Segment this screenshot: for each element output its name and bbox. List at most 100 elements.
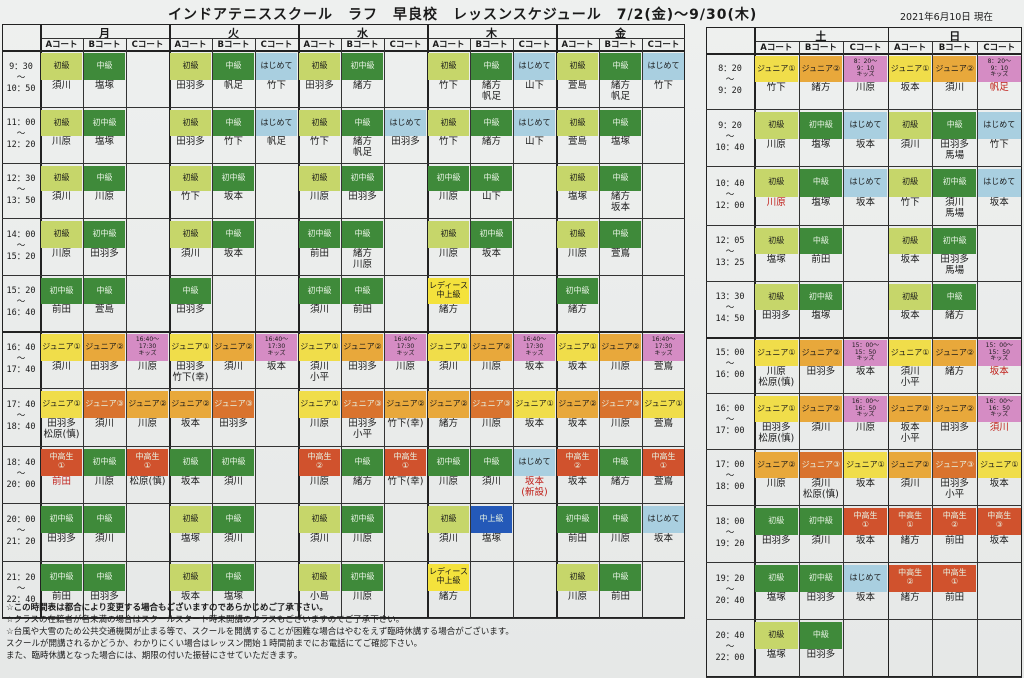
coach-name: 竹下: [266, 79, 286, 91]
weekday-lesson-slot: 初級 竹下: [428, 110, 469, 160]
weekday-lesson-slot: 初中級 川原: [428, 166, 469, 215]
weekend-divider: [706, 449, 1022, 450]
weekday-lesson-slot: 初級 須川: [428, 506, 469, 558]
weekend-time-cell: 12：05 〜 13：25: [706, 236, 754, 269]
coach-name: 竹下: [309, 136, 329, 147]
coach-name: 竹下(幸): [387, 418, 424, 430]
weekday-divider: [298, 24, 300, 618]
weekend-divider: [706, 619, 1022, 620]
coach-name: 須川: [481, 475, 501, 487]
class-level-label: 中高生 ②: [888, 565, 932, 592]
weekday-lesson-slot: ジュニア② 田羽多: [342, 334, 383, 385]
class-level-label: 初級: [755, 508, 798, 535]
weekday-lesson-slot: ジュニア② 須川: [213, 334, 254, 385]
weekday-lesson-slot: 初中級 緒方: [557, 278, 598, 328]
coach-name: 田羽多: [219, 418, 248, 430]
coach-name: 緒方: [900, 591, 920, 603]
weekday-court-header: Cコート: [518, 40, 551, 50]
class-level-label: ジュニア②: [600, 334, 641, 361]
weekday-time-start: 12：30: [6, 173, 36, 184]
weekend-time-start: 16：00: [715, 404, 745, 414]
coach-name: 川原: [395, 360, 415, 372]
weekend-day-header: 日: [949, 30, 961, 43]
weekend-time-separator: 〜: [725, 359, 735, 369]
class-level-label: 初級: [299, 564, 340, 591]
weekend-time-cell: 19：20 〜 20：40: [706, 574, 754, 607]
weekend-lesson-slot: ジュニア③ 田羽多 小平: [933, 452, 976, 502]
coach-name: 萱島: [567, 136, 587, 147]
weekday-divider: [169, 24, 171, 618]
weekday-lesson-slot: レディース 中上級 緒方: [428, 564, 469, 615]
weekday-lesson-slot: 初中級 緒方: [342, 53, 383, 104]
class-level-label: ジュニア②: [933, 396, 976, 422]
weekend-divider: [932, 41, 934, 677]
coach-name: 須川: [989, 422, 1009, 433]
weekday-lesson-slot: ジュニア② 田羽多: [84, 334, 125, 385]
coach-name: 坂本: [180, 475, 200, 487]
weekday-table-frame: [2, 24, 685, 618]
coach-name: 緒方: [438, 590, 458, 602]
class-level-label: 初中級: [41, 564, 82, 591]
coach-name: 川原: [481, 418, 501, 430]
class-level-label: 15：00〜 15：50 キッズ: [978, 340, 1021, 366]
coach-name: 緒方: [481, 136, 501, 147]
class-level-label: 初級: [755, 228, 798, 254]
weekday-time-separator: 〜: [16, 411, 26, 421]
weekday-lesson-slot: 中級 帆足: [213, 53, 254, 104]
weekday-divider: [2, 50, 685, 52]
class-level-label: 初級: [755, 169, 798, 197]
coach-name: 須川: [180, 247, 200, 259]
weekend-time-start: 12：05: [715, 236, 745, 246]
coach-name: 田羽多 竹下(幸): [172, 360, 209, 383]
weekend-lesson-slot: 中高生 ① 坂本: [844, 508, 887, 559]
weekday-lesson-slot: 中級 緒方 坂本: [600, 166, 641, 215]
weekday-lesson-slot: 中級 緒方: [600, 449, 641, 500]
weekday-lesson-slot: 初級 坂本: [170, 449, 211, 500]
weekday-lesson-slot: 初中級 前田: [557, 506, 598, 558]
weekday-lesson-slot: 中高生 ① 松原(慎): [127, 449, 168, 500]
class-level-label: 中級: [600, 221, 641, 248]
class-level-label: 初中級: [342, 564, 383, 591]
weekday-divider: [2, 163, 685, 164]
weekend-time-end: 18：00: [715, 482, 745, 492]
weekday-divider: [384, 38, 385, 618]
class-level-label: 初中級: [933, 228, 976, 254]
coach-name: 川原: [567, 247, 587, 259]
weekend-lesson-slot: 中級 田羽多: [799, 622, 843, 674]
weekday-time-separator: 〜: [16, 297, 26, 307]
class-level-label: 初級: [755, 112, 798, 139]
coach-name: 山下: [524, 79, 544, 91]
weekday-court-header: Aコート: [303, 40, 336, 50]
coach-name: 前田: [51, 475, 71, 487]
coach-name: 竹下: [989, 138, 1009, 150]
weekend-lesson-slot: 中高生 ③ 坂本: [978, 508, 1021, 559]
weekend-time-cell: 10：40 〜 12：00: [706, 179, 754, 212]
weekend-lesson-slot: はじめて 坂本: [844, 112, 887, 163]
weekend-lesson-slot: 初中級 須川: [799, 508, 843, 559]
class-level-label: ジュニア①: [170, 334, 211, 361]
coach-name: 緒方 帆足: [481, 79, 501, 102]
weekday-lesson-slot: ジュニア① 須川 小平: [299, 334, 340, 385]
weekday-time-separator: 〜: [16, 583, 26, 594]
weekday-lesson-slot: ジュニア③ 川原: [471, 391, 512, 443]
coach-name: 緒方 帆足: [610, 79, 630, 102]
class-level-label: ジュニア③: [799, 452, 843, 478]
weekday-divider: [599, 38, 600, 618]
weekend-lesson-slot: ジュニア② 須川: [799, 396, 843, 446]
weekday-time-end: 21：20: [6, 537, 36, 547]
weekday-court-header: Aコート: [432, 40, 465, 50]
coach-name: 竹下: [766, 82, 786, 93]
coach-name: 坂本: [223, 247, 243, 259]
weekday-divider: [40, 24, 42, 618]
weekend-lesson-slot: 初級 田羽多: [755, 284, 798, 334]
class-level-label: 中級: [342, 221, 383, 248]
coach-name: 坂本: [567, 418, 587, 430]
coach-name: 帆足: [266, 136, 286, 147]
weekend-divider: [706, 562, 1022, 563]
weekday-lesson-slot: はじめて 坂本 (新設): [514, 449, 555, 500]
weekend-divider: [843, 41, 845, 677]
weekend-lesson-slot: 初中級 田羽多 馬場: [933, 228, 976, 278]
weekday-time-end: 17：40: [6, 364, 36, 375]
class-level-label: ジュニア①: [978, 452, 1021, 478]
coach-name: 竹下: [438, 79, 458, 91]
